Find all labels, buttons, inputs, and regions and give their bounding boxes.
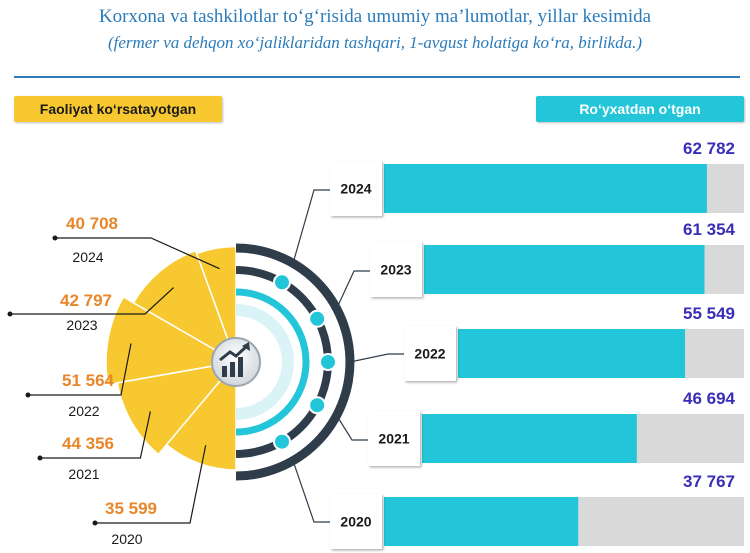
year-label: 2024 bbox=[340, 181, 371, 197]
active-year-label: 2021 bbox=[68, 466, 99, 482]
callout-dot bbox=[92, 520, 98, 526]
registered-bar bbox=[384, 497, 579, 546]
connector-dot bbox=[333, 412, 340, 419]
ring-marker bbox=[319, 353, 337, 371]
connector-dot bbox=[290, 260, 296, 267]
callout-line bbox=[10, 287, 175, 315]
inner-ring-arc bbox=[235, 288, 310, 436]
core-ring-arc bbox=[235, 304, 294, 420]
connector-line bbox=[336, 415, 368, 441]
ring-marker bbox=[308, 396, 327, 415]
active-value-label: 35 599 bbox=[105, 499, 157, 518]
registered-value-label: 37 767 bbox=[683, 472, 735, 491]
active-value-label: 40 708 bbox=[66, 214, 118, 233]
connector-line bbox=[349, 353, 404, 363]
page-subtitle: (fermer va dehqon xo‘jaliklaridan tashqa… bbox=[107, 33, 642, 52]
year-box bbox=[330, 494, 382, 549]
page-title: Korxona va tashkilotlar to‘g‘risida umum… bbox=[98, 6, 652, 27]
registered-value-label: 61 354 bbox=[683, 220, 736, 239]
connector-line bbox=[292, 460, 330, 523]
registered-value-label: 62 782 bbox=[683, 139, 735, 158]
callout-line bbox=[40, 411, 151, 459]
registered-value-label: 46 694 bbox=[683, 389, 736, 408]
active-fan-segment bbox=[116, 360, 238, 456]
connector-dot bbox=[290, 457, 296, 464]
connector-line bbox=[336, 270, 370, 309]
callout-dot bbox=[25, 392, 31, 398]
year-box bbox=[404, 326, 456, 381]
registered-value-label: 55 549 bbox=[683, 304, 735, 323]
active-value-label: 51 564 bbox=[62, 371, 115, 390]
ring-marker bbox=[273, 273, 291, 292]
year-box bbox=[370, 242, 422, 297]
callout-line bbox=[55, 237, 220, 270]
header-divider bbox=[14, 76, 740, 78]
center-hub bbox=[211, 337, 261, 387]
connector-dot bbox=[347, 359, 353, 365]
active-value-label: 44 356 bbox=[62, 434, 114, 453]
registered-bar bbox=[458, 329, 685, 378]
ring-marker bbox=[308, 309, 327, 328]
registered-bars-group: 2024 62 782 2023 61 354 2022 55 549 2021 46 694… bbox=[330, 139, 744, 549]
callout-dot bbox=[37, 455, 43, 461]
registered-bar bbox=[424, 245, 705, 294]
growth-chart-icon bbox=[219, 342, 250, 377]
year-label: 2020 bbox=[340, 514, 371, 530]
legend-active-label: Faoliyat ko‘rsatayotgan bbox=[14, 96, 222, 122]
connector-line bbox=[292, 189, 330, 264]
registered-bar bbox=[384, 164, 707, 213]
callout-dot bbox=[52, 235, 58, 241]
year-label: 2023 bbox=[380, 262, 411, 278]
active-fan-segment bbox=[105, 295, 239, 386]
ring-marker bbox=[273, 432, 291, 451]
year-label: 2022 bbox=[414, 346, 445, 362]
callout-line bbox=[28, 343, 132, 396]
year-box bbox=[368, 411, 420, 466]
active-year-label: 2020 bbox=[111, 531, 142, 547]
legend-registered-label: Ro‘yxatdan o‘tgan bbox=[536, 96, 744, 122]
active-value-label: 42 797 bbox=[60, 291, 112, 310]
callout-dot bbox=[7, 311, 13, 317]
active-year-label: 2024 bbox=[72, 249, 103, 265]
active-year-label: 2022 bbox=[68, 403, 99, 419]
connector-dot bbox=[333, 305, 340, 312]
callout-line bbox=[95, 445, 207, 524]
registered-bar bbox=[422, 414, 637, 463]
active-fan-group: 40 708 2024 42 797 2023 51 564 2022 44 356 2021… bbox=[7, 214, 239, 547]
active-year-label: 2023 bbox=[66, 317, 97, 333]
active-fan-segment bbox=[132, 249, 238, 364]
year-label: 2021 bbox=[378, 431, 409, 447]
year-box bbox=[330, 161, 382, 216]
active-fan-segment bbox=[165, 359, 237, 471]
center-rings-group bbox=[235, 189, 404, 523]
